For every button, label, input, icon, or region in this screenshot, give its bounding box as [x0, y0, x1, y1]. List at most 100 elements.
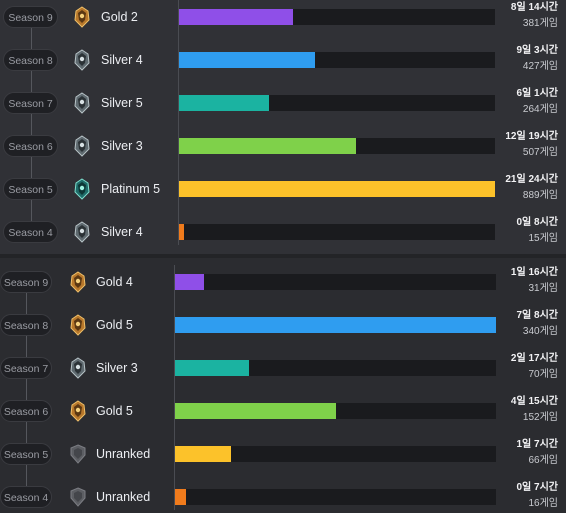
playtime-bar-track: [175, 403, 496, 419]
silver-emblem-icon: [72, 221, 92, 243]
season-row[interactable]: Season 8 Gold 5 7일 8시간 340게임: [0, 310, 566, 338]
tier-label: Gold 4: [96, 275, 133, 289]
gold-emblem-icon: [72, 6, 92, 28]
games-count: 264게임: [522, 104, 558, 115]
season-row[interactable]: Season 9 Gold 2 8일 14시간 381게임: [0, 2, 566, 30]
season-row[interactable]: Season 6 Silver 3 12일 19시간 507게임: [0, 131, 566, 159]
playtime-bar-track: [179, 138, 495, 154]
tier-label: Gold 5: [96, 404, 133, 418]
tier-label: Gold 5: [96, 318, 133, 332]
season-row[interactable]: Season 9 Gold 4 1일 16시간 31게임: [0, 267, 566, 295]
playtime-value: 7일 8시간: [516, 310, 558, 321]
season-row[interactable]: Season 7 Silver 5 6일 1시간 264게임: [0, 88, 566, 116]
unranked-emblem-icon: [68, 486, 88, 508]
season-row[interactable]: Season 5 Platinum 5 21일 24시간 889게임: [0, 174, 566, 202]
playtime-bar-track: [175, 317, 496, 333]
tier-label: Silver 4: [101, 225, 143, 239]
top-axis-rail: [178, 0, 179, 245]
playtime-value: 6일 1시간: [516, 88, 558, 99]
playtime-bar-fill: [179, 138, 356, 154]
panel-divider: [0, 254, 566, 258]
season-badge: Season 8: [0, 314, 52, 336]
season-row[interactable]: Season 4 Silver 4 0일 8시간 15게임: [0, 217, 566, 245]
playtime-bar-track: [175, 274, 496, 290]
top-panel: [0, 0, 566, 254]
playtime-bar-fill: [179, 9, 293, 25]
season-row[interactable]: Season 7 Silver 3 2일 17시간 70게임: [0, 353, 566, 381]
playtime-bar-fill: [175, 360, 249, 376]
tier-label: Silver 4: [101, 53, 143, 67]
playtime-bar-fill: [175, 317, 496, 333]
tier-label: Platinum 5: [101, 182, 161, 196]
tier-label: Silver 3: [96, 361, 138, 375]
season-badge: Season 4: [3, 221, 58, 243]
playtime-bar-track: [175, 360, 496, 376]
season-row[interactable]: Season 8 Silver 4 9일 3시간 427게임: [0, 45, 566, 73]
playtime-bar-track: [179, 95, 495, 111]
season-badge: Season 9: [3, 6, 58, 28]
playtime-value: 0일 7시간: [516, 482, 558, 493]
season-badge: Season 6: [3, 135, 58, 157]
silver-emblem-icon: [72, 92, 92, 114]
playtime-value: 21일 24시간: [505, 174, 558, 185]
platinum-emblem-icon: [72, 178, 92, 200]
playtime-value: 1일 7시간: [516, 439, 558, 450]
playtime-bar-fill: [175, 489, 187, 505]
gold-emblem-icon: [68, 271, 88, 293]
playtime-value: 1일 16시간: [510, 267, 558, 278]
playtime-bar-fill: [175, 403, 336, 419]
playtime-value: 4일 15시간: [510, 396, 558, 407]
unranked-emblem-icon: [68, 443, 88, 465]
tier-label: Unranked: [96, 490, 151, 504]
season-badge: Season 4: [0, 486, 52, 508]
games-count: 15게임: [528, 233, 558, 244]
playtime-value: 2일 17시간: [510, 353, 558, 364]
games-count: 16게임: [528, 498, 558, 509]
tier-label: Gold 2: [101, 10, 138, 24]
season-row[interactable]: Season 4 Unranked 0일 7시간 16게임: [0, 482, 566, 510]
season-badge: Season 7: [0, 357, 52, 379]
playtime-bar-fill: [175, 274, 204, 290]
playtime-bar-fill: [179, 52, 315, 68]
playtime-bar-track: [175, 489, 496, 505]
games-count: 152게임: [522, 412, 558, 423]
tier-label: Silver 3: [101, 139, 143, 153]
silver-emblem-icon: [72, 49, 92, 71]
tier-label: Unranked: [96, 447, 151, 461]
bottom-axis-rail: [174, 265, 175, 510]
season-badge: Season 5: [0, 443, 52, 465]
games-count: 507게임: [522, 147, 558, 158]
playtime-bar-track: [179, 9, 495, 25]
gold-emblem-icon: [68, 314, 88, 336]
playtime-value: 0일 8시간: [516, 217, 558, 228]
games-count: 31게임: [528, 283, 558, 294]
games-count: 70게임: [528, 369, 558, 380]
season-row[interactable]: Season 5 Unranked 1일 7시간 66게임: [0, 439, 566, 467]
playtime-bar-fill: [179, 181, 495, 197]
playtime-bar-track: [179, 224, 495, 240]
tier-label: Silver 5: [101, 96, 143, 110]
silver-emblem-icon: [72, 135, 92, 157]
playtime-bar-track: [179, 52, 495, 68]
games-count: 340게임: [522, 326, 558, 337]
games-count: 381게임: [522, 18, 558, 29]
season-badge: Season 5: [3, 178, 58, 200]
season-badge: Season 6: [0, 400, 52, 422]
playtime-bar-fill: [175, 446, 232, 462]
playtime-value: 8일 14시간: [510, 2, 558, 13]
playtime-value: 9일 3시간: [516, 45, 558, 56]
season-badge: Season 7: [3, 92, 58, 114]
playtime-bar-fill: [179, 224, 184, 240]
silver-emblem-icon: [68, 357, 88, 379]
playtime-value: 12일 19시간: [505, 131, 558, 142]
gold-emblem-icon: [68, 400, 88, 422]
playtime-bar-track: [175, 446, 496, 462]
games-count: 889게임: [522, 190, 558, 201]
playtime-bar-track: [179, 181, 495, 197]
top-timeline-line: [30, 15, 32, 230]
games-count: 66게임: [528, 455, 558, 466]
bottom-timeline-line: [26, 280, 27, 495]
season-row[interactable]: Season 6 Gold 5 4일 15시간 152게임: [0, 396, 566, 424]
season-badge: Season 8: [3, 49, 58, 71]
playtime-bar-fill: [179, 95, 270, 111]
